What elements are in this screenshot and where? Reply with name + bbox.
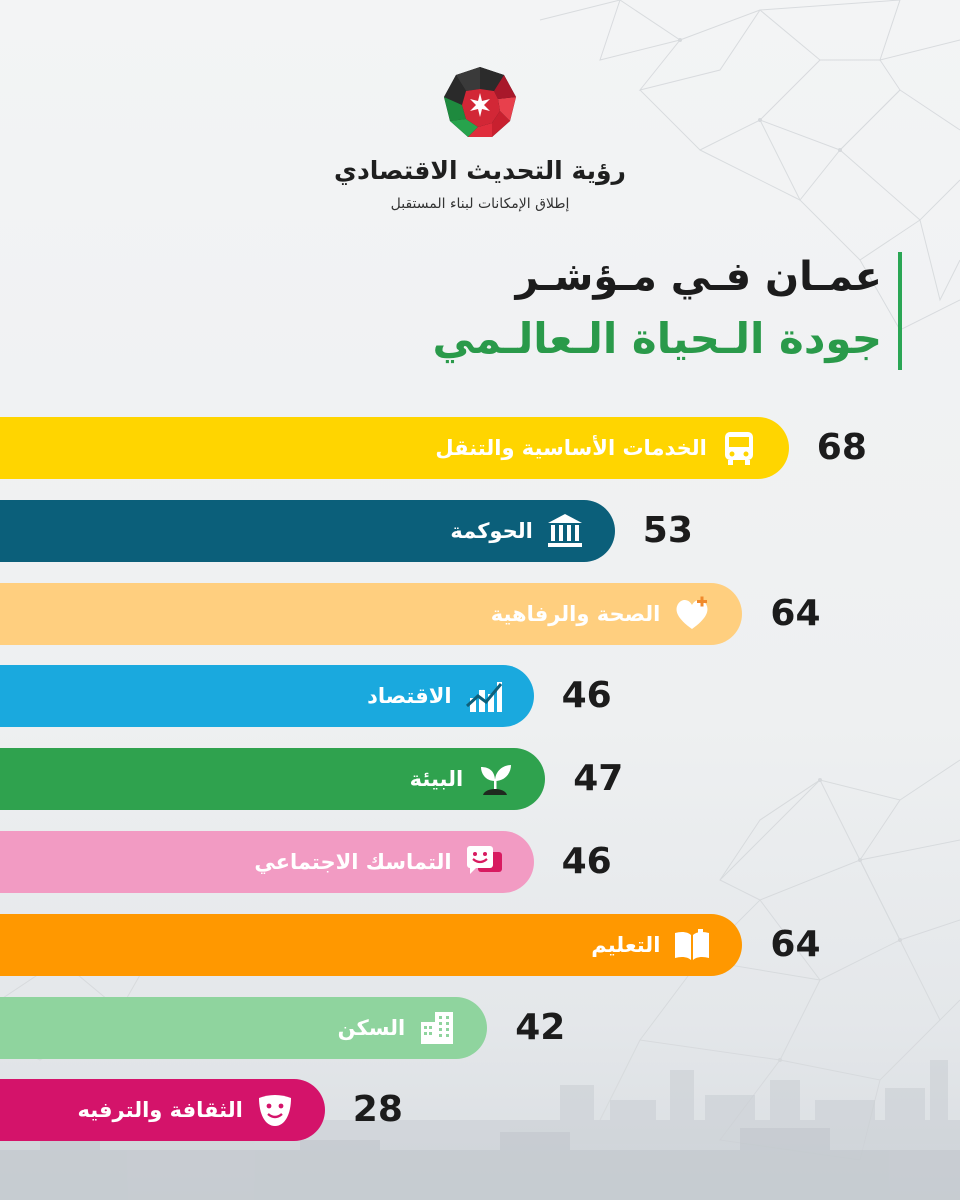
value-label-2: 53 <box>642 509 693 551</box>
bar-5 <box>0 748 546 811</box>
brand-tagline: إطلاق الإمكانات لبناء المستقبل <box>390 196 570 212</box>
bar-1 <box>0 417 789 479</box>
brand-header: رؤية التحديث الاقتصادي إطلاق الإمكانات ل… <box>330 60 630 220</box>
value-label-3: 64 <box>770 592 821 634</box>
bar-label-1: الخدمات الأساسية والتنقل <box>435 436 707 460</box>
heading-line-2: جودة الـحياة الـعالـمي <box>432 314 882 363</box>
bar-6 <box>0 831 534 893</box>
open-book-icon <box>675 928 710 960</box>
chat-smile-icon <box>466 846 502 874</box>
value-label-8: 42 <box>515 1006 566 1048</box>
heading-accent-bar <box>898 252 902 370</box>
brand-name: رؤية التحديث الاقتصادي <box>334 156 626 185</box>
value-label-4: 46 <box>561 675 612 717</box>
bar-label-3: الصحة والرفاهية <box>490 601 661 626</box>
theater-mask-icon <box>258 1095 291 1127</box>
bar-7 <box>0 913 743 976</box>
bus-icon <box>724 432 753 465</box>
economic-modernization-vision-logo <box>444 67 516 137</box>
value-label-9: 28 <box>352 1089 403 1131</box>
value-label-1: 68 <box>816 427 867 468</box>
bar-8 <box>0 996 488 1059</box>
bar-label-6: التماسك الاجتماعي <box>254 850 452 874</box>
bar-4 <box>0 665 534 728</box>
growth-chart-icon <box>465 682 502 713</box>
bar-3 <box>0 582 743 645</box>
bar-label-4: الاقتصاد <box>367 684 452 709</box>
government-building-icon <box>547 513 582 547</box>
value-label-5: 47 <box>573 758 624 800</box>
seedling-icon <box>481 765 512 796</box>
bar-2 <box>0 499 615 562</box>
bar-label-9: الثقافة والترفيه <box>77 1098 243 1123</box>
bar-label-8: السكن <box>337 1015 406 1040</box>
bar-label-2: الحوكمة <box>450 518 533 543</box>
heading-line-1: عمـان فـي مـؤشـر <box>515 254 882 300</box>
chart-heading: عمـان فـي مـؤشـر جودة الـحياة الـعالـمي <box>342 252 902 374</box>
bar-label-5: البيئة <box>409 767 464 792</box>
value-label-7: 64 <box>770 923 821 965</box>
heart-plus-icon <box>676 596 708 629</box>
buildings-icon <box>421 1011 454 1044</box>
bar-label-7: التعليم <box>591 932 661 957</box>
value-label-6: 46 <box>561 841 612 882</box>
